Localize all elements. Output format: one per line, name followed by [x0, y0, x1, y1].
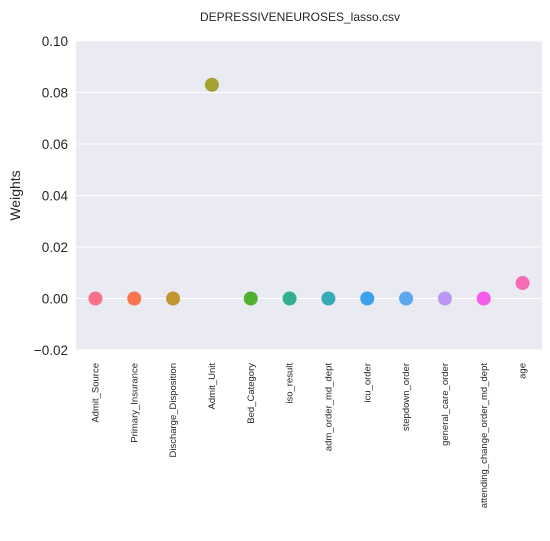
x-tick-label: stepdown_order	[401, 363, 412, 431]
data-point-admit-unit	[204, 77, 219, 92]
y-tick-label: 0.06	[42, 137, 68, 152]
y-tick-label: −0.02	[34, 343, 68, 358]
data-point-stepdown-order	[399, 291, 414, 306]
x-tick-label: attending_change_order_md_dept	[479, 363, 490, 509]
data-point-bed-category	[243, 291, 258, 306]
x-tick-label: Bed_Category	[246, 363, 257, 424]
data-point-age	[515, 276, 530, 291]
y-axis-label: Weights	[7, 170, 23, 220]
y-tick-label: 0.00	[42, 292, 68, 307]
data-points	[88, 77, 530, 306]
x-tick-label: Discharge_Disposition	[168, 363, 179, 458]
y-tick-label: 0.02	[42, 240, 68, 255]
y-axis-ticks: −0.02 0.00 0.02 0.04 0.06 0.08 0.10	[34, 34, 69, 358]
x-tick-label: general_care_order	[440, 363, 451, 446]
x-tick-label: Primary_Insurance	[129, 363, 140, 443]
data-point-iso-result	[282, 291, 297, 306]
x-tick-label: adm_order_md_dept	[323, 363, 334, 452]
data-point-icu-order	[360, 291, 375, 306]
y-tick-label: 0.10	[42, 34, 68, 49]
data-point-admit-source	[88, 291, 103, 306]
y-tick-label: 0.08	[42, 86, 68, 101]
chart-title: DEPRESSIVENEUROSES_lasso.csv	[200, 10, 400, 24]
x-tick-label: icu_order	[362, 363, 373, 403]
x-tick-label: Admit_Source	[90, 363, 101, 423]
gridlines	[76, 40, 542, 351]
x-axis-ticks: Admit_Source Primary_Insurance Discharge_D…	[90, 363, 528, 509]
y-tick-label: 0.04	[42, 189, 69, 204]
x-tick-label: age	[518, 363, 529, 379]
data-point-discharge-disposition	[166, 291, 181, 306]
data-point-adm-order-md-dept	[321, 291, 336, 306]
data-point-primary-insurance	[127, 291, 142, 306]
x-tick-label: Admit_Unit	[207, 363, 218, 410]
data-point-general-care-order	[437, 291, 452, 306]
data-point-attending-change-order-md-dept	[476, 291, 491, 306]
x-tick-label: iso_result	[285, 363, 296, 404]
